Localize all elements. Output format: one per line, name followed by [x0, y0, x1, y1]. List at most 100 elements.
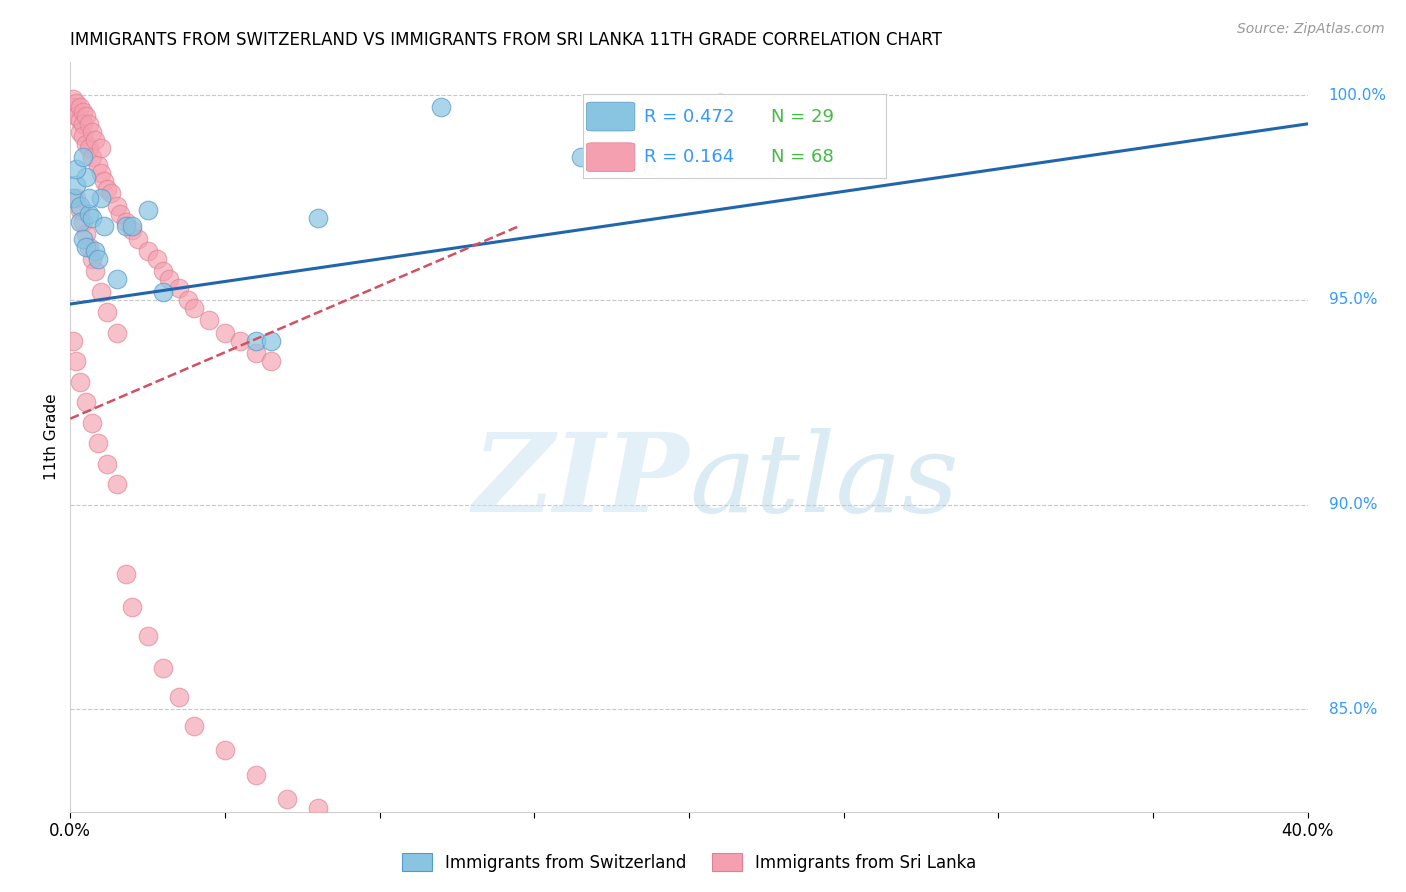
- Point: [709, 96, 731, 111]
- Point: [69, 215, 91, 229]
- Point: [72, 231, 94, 245]
- Text: N = 68: N = 68: [770, 148, 834, 166]
- Point: [245, 334, 267, 348]
- Point: [121, 219, 143, 234]
- Point: [75, 395, 97, 409]
- Point: [62, 190, 84, 204]
- Point: [96, 305, 118, 319]
- Text: 90.0%: 90.0%: [1329, 497, 1376, 512]
- FancyBboxPatch shape: [586, 103, 636, 131]
- Point: [307, 800, 329, 814]
- Text: N = 29: N = 29: [770, 108, 834, 126]
- Point: [90, 190, 112, 204]
- Text: 85.0%: 85.0%: [1329, 702, 1376, 717]
- Point: [121, 223, 143, 237]
- Point: [65, 178, 87, 193]
- Point: [75, 137, 97, 152]
- Point: [69, 202, 91, 217]
- Point: [96, 457, 118, 471]
- Point: [87, 252, 110, 266]
- Point: [108, 207, 131, 221]
- Point: [198, 313, 221, 327]
- Point: [84, 133, 107, 147]
- Point: [121, 599, 143, 614]
- Text: 95.0%: 95.0%: [1329, 293, 1376, 308]
- Point: [65, 109, 87, 123]
- Text: R = 0.164: R = 0.164: [644, 148, 734, 166]
- Point: [77, 240, 100, 254]
- Point: [245, 768, 267, 782]
- Point: [84, 244, 107, 258]
- Point: [69, 112, 91, 127]
- Point: [100, 186, 122, 201]
- Point: [127, 231, 149, 245]
- Point: [229, 334, 252, 348]
- Point: [69, 375, 91, 389]
- Point: [115, 215, 138, 229]
- Point: [62, 92, 84, 106]
- Point: [183, 719, 205, 733]
- Point: [152, 264, 174, 278]
- Point: [65, 96, 87, 111]
- Point: [430, 100, 453, 114]
- Point: [146, 252, 169, 266]
- Point: [75, 109, 97, 123]
- Text: IMMIGRANTS FROM SWITZERLAND VS IMMIGRANTS FROM SRI LANKA 11TH GRADE CORRELATION : IMMIGRANTS FROM SWITZERLAND VS IMMIGRANT…: [70, 31, 942, 49]
- Point: [62, 334, 84, 348]
- Point: [260, 354, 283, 368]
- Point: [65, 354, 87, 368]
- Point: [90, 141, 112, 155]
- Point: [260, 334, 283, 348]
- Point: [77, 207, 100, 221]
- Point: [69, 125, 91, 139]
- Point: [569, 150, 592, 164]
- Point: [87, 436, 110, 450]
- Point: [80, 252, 103, 266]
- Point: [72, 117, 94, 131]
- Text: Source: ZipAtlas.com: Source: ZipAtlas.com: [1237, 22, 1385, 37]
- Point: [214, 743, 236, 757]
- Point: [87, 158, 110, 172]
- Point: [75, 240, 97, 254]
- Point: [77, 190, 100, 204]
- Point: [80, 150, 103, 164]
- Point: [152, 661, 174, 675]
- Point: [75, 227, 97, 242]
- Point: [65, 190, 87, 204]
- Point: [84, 264, 107, 278]
- Point: [90, 285, 112, 299]
- Point: [75, 170, 97, 185]
- Point: [276, 792, 298, 806]
- Point: [72, 150, 94, 164]
- Text: atlas: atlas: [689, 428, 959, 536]
- Point: [115, 219, 138, 234]
- Text: ZIP: ZIP: [472, 428, 689, 536]
- Point: [115, 567, 138, 582]
- Point: [80, 416, 103, 430]
- Point: [65, 161, 87, 176]
- Text: R = 0.472: R = 0.472: [644, 108, 734, 126]
- Point: [93, 174, 115, 188]
- Point: [167, 280, 190, 294]
- Point: [214, 326, 236, 340]
- Point: [72, 129, 94, 144]
- Point: [177, 293, 200, 307]
- Point: [93, 219, 115, 234]
- Point: [72, 104, 94, 119]
- Point: [157, 272, 180, 286]
- Point: [152, 285, 174, 299]
- Point: [136, 629, 159, 643]
- Point: [69, 199, 91, 213]
- Point: [62, 100, 84, 114]
- Point: [77, 117, 100, 131]
- Point: [167, 690, 190, 704]
- Point: [69, 100, 91, 114]
- Legend: Immigrants from Switzerland, Immigrants from Sri Lanka: Immigrants from Switzerland, Immigrants …: [395, 847, 983, 879]
- Point: [105, 272, 128, 286]
- Point: [183, 301, 205, 315]
- Point: [96, 182, 118, 196]
- Point: [136, 202, 159, 217]
- Point: [80, 211, 103, 225]
- Point: [105, 477, 128, 491]
- Point: [72, 215, 94, 229]
